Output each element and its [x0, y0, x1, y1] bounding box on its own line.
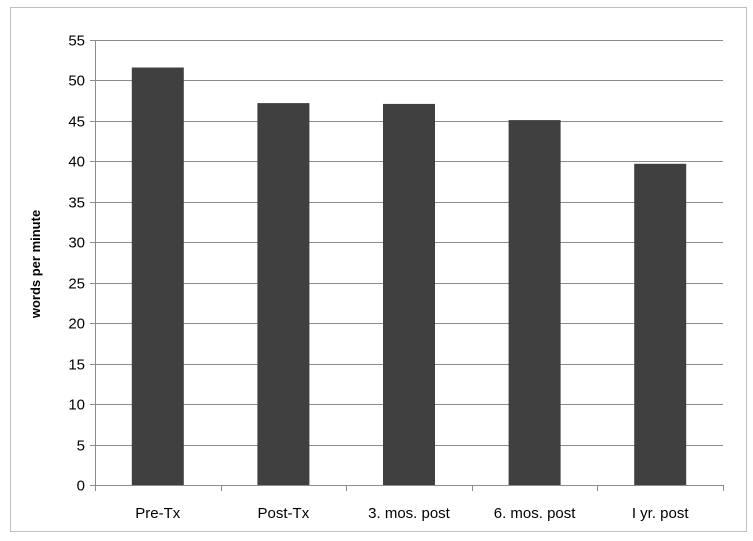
y-tick-label: 45: [68, 114, 85, 131]
bar: [634, 163, 687, 486]
y-tick-label: 10: [68, 397, 85, 414]
y-tick-label: 55: [68, 33, 85, 50]
y-tick-label: 15: [68, 357, 85, 374]
x-tick-label: Post-Tx: [258, 505, 310, 522]
y-tick-label: 5: [77, 438, 85, 455]
bar: [383, 103, 435, 485]
bar: [257, 103, 310, 485]
x-tick-label: Pre-Tx: [135, 505, 181, 522]
bars: [131, 67, 687, 486]
y-tick-label: 50: [68, 73, 85, 90]
y-tick-label: 35: [68, 195, 85, 212]
x-tick-label: I yr. post: [632, 505, 690, 522]
x-axis: Pre-Tx Post-Tx 3. mos. post 6. mos. post I y…: [95, 485, 724, 522]
bar: [131, 67, 184, 485]
y-tick-label: 0: [77, 478, 85, 495]
y-axis: 0 5 10 15 20 25 30 35 40 45 50 55: [68, 33, 96, 495]
y-tick-label: 30: [68, 235, 85, 252]
x-tick-label: 6. mos. post: [494, 505, 577, 522]
y-tick-label: 20: [68, 316, 85, 333]
y-tick-label: 40: [68, 154, 85, 171]
y-tick-label: 25: [68, 276, 85, 293]
y-axis-label: words per minute: [28, 210, 43, 319]
bar: [508, 120, 561, 485]
x-tick-label: 3. mos. post: [368, 505, 451, 522]
